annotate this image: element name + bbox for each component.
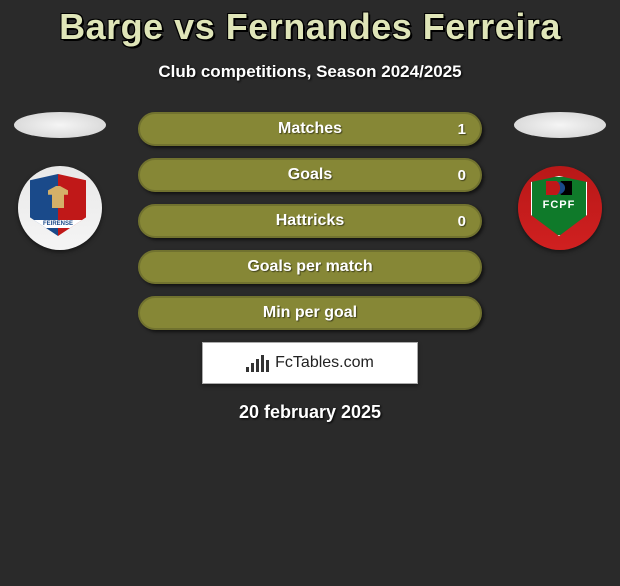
player-photo-right: [514, 112, 606, 138]
stat-row-matches: Matches 1: [138, 112, 482, 146]
stat-label: Goals per match: [247, 258, 372, 276]
club-badge-left: [18, 166, 102, 250]
club-badge-right: [518, 166, 602, 250]
stat-label: Hattricks: [276, 212, 344, 230]
bar-chart-icon: [246, 354, 269, 372]
shield-icon: [531, 176, 589, 240]
page-subtitle: Club competitions, Season 2024/2025: [0, 62, 620, 82]
stat-row-hattricks: Hattricks 0: [138, 204, 482, 238]
page-title: Barge vs Fernandes Ferreira: [0, 6, 620, 48]
footer-date: 20 february 2025: [0, 402, 620, 423]
stat-label: Min per goal: [263, 304, 357, 322]
stats-list: Matches 1 Goals 0 Hattricks 0 Goals per …: [138, 112, 482, 330]
stat-row-min-per-goal: Min per goal: [138, 296, 482, 330]
watermark-text: FcTables.com: [275, 354, 374, 372]
stat-value-right: 0: [458, 167, 466, 184]
stat-row-goals-per-match: Goals per match: [138, 250, 482, 284]
player-photo-left: [14, 112, 106, 138]
stat-label: Goals: [288, 166, 332, 184]
stat-value-right: 1: [458, 121, 466, 138]
shield-icon: [30, 174, 90, 242]
stat-value-right: 0: [458, 213, 466, 230]
stat-row-goals: Goals 0: [138, 158, 482, 192]
watermark: FcTables.com: [202, 342, 418, 384]
stat-label: Matches: [278, 120, 342, 138]
comparison-panel: Matches 1 Goals 0 Hattricks 0 Goals per …: [0, 112, 620, 423]
